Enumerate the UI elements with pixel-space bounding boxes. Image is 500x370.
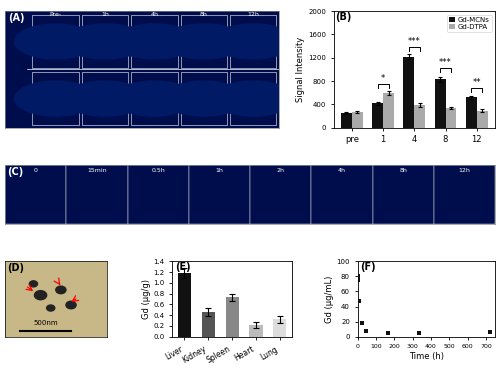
Text: Gd-DTPA: Gd-DTPA (0, 85, 2, 112)
Bar (414, 105, 426, 128)
Bar (178, 273, 191, 337)
Bar (180, 14, 227, 68)
Bar (274, 319, 286, 337)
Bar (66, 165, 128, 223)
X-axis label: Time (h): Time (h) (409, 352, 444, 361)
Bar (131, 14, 178, 68)
Text: **: ** (472, 78, 481, 87)
Circle shape (64, 24, 146, 59)
Bar (180, 72, 227, 125)
Legend: Gd-MCNs, Gd-DTPA: Gd-MCNs, Gd-DTPA (447, 14, 492, 32)
Bar (404, 57, 414, 128)
Bar (434, 165, 495, 223)
Bar (128, 165, 189, 223)
Text: (D): (D) (7, 263, 24, 273)
Text: *: * (381, 74, 386, 83)
Bar (250, 165, 311, 223)
Text: 12h: 12h (458, 168, 470, 173)
Text: (A): (A) (8, 13, 24, 23)
Y-axis label: Gd (μg/g): Gd (μg/g) (142, 279, 150, 319)
Bar (82, 72, 128, 125)
Text: 2h: 2h (276, 168, 284, 173)
Bar (341, 112, 352, 128)
Circle shape (14, 81, 97, 116)
Bar (202, 312, 215, 337)
Circle shape (46, 305, 55, 311)
Circle shape (114, 24, 196, 59)
Circle shape (114, 81, 196, 116)
Text: ***: *** (408, 37, 420, 46)
Circle shape (212, 81, 294, 116)
Text: 15min: 15min (87, 168, 106, 173)
Circle shape (66, 301, 76, 309)
Text: 500nm: 500nm (34, 320, 58, 326)
Text: (C): (C) (8, 167, 24, 177)
Bar (5, 165, 66, 223)
Circle shape (34, 291, 46, 300)
Bar (476, 111, 488, 128)
Text: 4h: 4h (338, 168, 346, 173)
Bar (230, 14, 276, 68)
Circle shape (30, 281, 38, 287)
Circle shape (56, 286, 66, 294)
Bar (189, 165, 250, 223)
Text: (B): (B) (336, 12, 351, 22)
Circle shape (162, 81, 245, 116)
Circle shape (162, 24, 245, 59)
Bar (466, 97, 476, 128)
Bar (82, 14, 128, 68)
Text: ***: *** (439, 58, 452, 67)
Y-axis label: Gd (μg/mL): Gd (μg/mL) (324, 275, 334, 323)
Circle shape (64, 81, 146, 116)
Y-axis label: Signal Intensity: Signal Intensity (296, 37, 306, 102)
Text: 8h: 8h (399, 168, 407, 173)
Text: 1h: 1h (216, 168, 224, 173)
Bar (32, 14, 79, 68)
Bar (311, 165, 372, 223)
Text: (F): (F) (360, 262, 376, 272)
Text: 4h: 4h (150, 12, 158, 17)
Text: 0: 0 (34, 168, 38, 173)
Bar (32, 72, 79, 125)
Text: 12h: 12h (247, 12, 259, 17)
Text: 1h: 1h (101, 12, 109, 17)
Bar (230, 72, 276, 125)
Bar (372, 103, 383, 128)
Text: Pre-: Pre- (50, 12, 62, 17)
Bar (446, 108, 456, 128)
Text: 0.5h: 0.5h (151, 168, 165, 173)
Text: 8h: 8h (200, 12, 208, 17)
Bar (226, 297, 238, 337)
Bar (352, 112, 363, 128)
Circle shape (212, 24, 294, 59)
Bar (434, 79, 446, 128)
Circle shape (14, 24, 97, 59)
Bar (372, 165, 434, 223)
Bar (131, 72, 178, 125)
Text: (E): (E) (174, 262, 190, 272)
Text: Gd-MCNs: Gd-MCNs (0, 26, 2, 55)
Bar (250, 325, 262, 337)
Bar (383, 93, 394, 128)
